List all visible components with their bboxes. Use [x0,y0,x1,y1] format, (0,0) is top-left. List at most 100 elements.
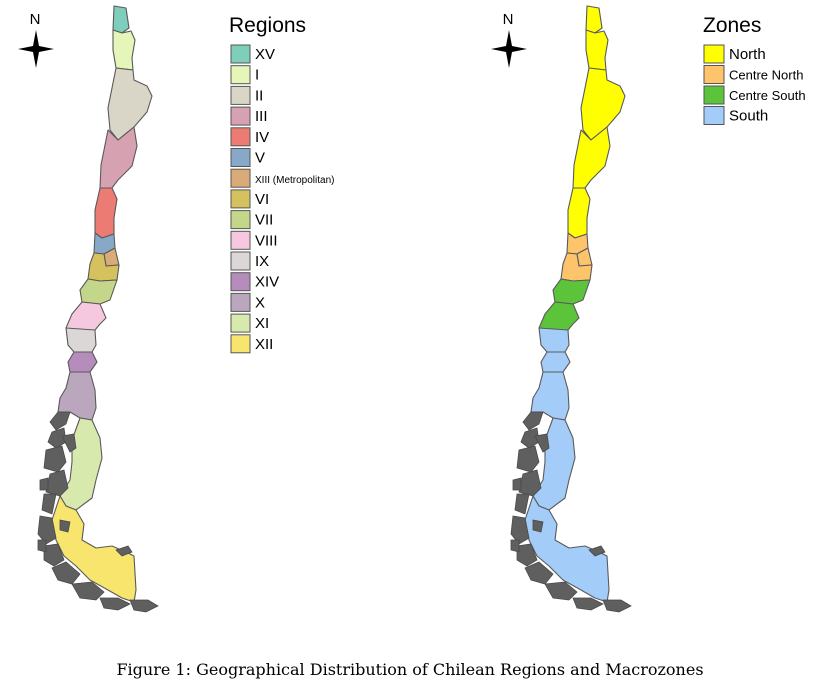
zone-polygon [538,301,580,333]
legend-region-label: VI [255,191,269,208]
island-shape [516,543,538,567]
legend-region-swatch [230,44,251,64]
legend-zone-swatch [703,106,725,125]
region-polygon [51,495,137,603]
island-shape [39,477,49,491]
north-letter-left: N [30,11,41,28]
legend-region-swatch [230,272,251,292]
legend-region-label: IX [255,253,269,270]
region-polygon [67,351,98,373]
legend-region-swatch [230,334,251,354]
north-arrow-right: N [491,11,527,68]
legend-region-label: III [255,108,268,125]
legend-region-swatch [230,210,251,230]
zone-polygon [524,495,610,603]
legend-region-swatch [230,230,251,250]
island-shape [588,545,606,557]
legend-zone-label: Centre North [729,68,803,83]
zone-polygon [572,126,611,189]
zone-polygon [540,351,571,373]
island-shape [572,597,604,611]
legend-region-label: V [255,150,265,167]
legend-zone-label: North [729,46,766,63]
zone-polygon [585,5,603,34]
zone-polygon [532,417,576,511]
island-shape [510,515,530,545]
right-map-zones [510,5,632,613]
legend-region-swatch [230,251,251,271]
legend-region-label: II [255,87,263,104]
region-polygon [112,5,130,34]
island-shape [51,561,81,585]
island-shape [61,433,77,453]
island-shape [532,519,544,533]
island-shape [512,477,522,491]
legend-zone-label: South [729,108,768,125]
island-shape [59,519,71,533]
compass-rose-icon [491,30,527,68]
legend-title-regions: Regions [229,14,306,37]
island-shape [47,427,67,449]
legend-region-swatch [230,106,251,126]
island-shape [524,561,554,585]
legend-region-swatch [230,127,251,147]
zone-polygon [538,327,570,353]
zone-polygon [585,29,609,71]
region-polygon [59,417,103,511]
island-shape [520,427,540,449]
legend-region-label: VII [255,212,273,229]
island-shape [49,411,71,431]
legend-region-swatch [230,85,251,105]
island-shape [516,445,540,473]
zone-polygon [580,67,626,141]
legend-region-label: XIII (Metropolitan) [255,175,334,186]
island-shape [534,433,550,453]
island-shape [602,599,632,613]
legend-zones: Zones North Centre North Centre South South [703,14,806,125]
legend-region-swatch [230,168,251,188]
island-shape [37,539,47,553]
zone-polygon [552,278,591,305]
legend-region-swatch [230,65,251,85]
region-polygon [94,187,118,239]
legend-zone-label: Centre South [729,88,806,103]
island-shape [129,599,159,613]
island-shape [522,411,544,431]
figure-caption: Figure 1: Geographical Distribution of C… [116,660,704,679]
island-shape [41,493,57,515]
region-polygon [99,126,138,189]
legend-region-label: I [255,67,259,84]
north-arrow-left: N [18,11,54,68]
legend-zone-swatch [703,65,725,84]
region-polygon [65,301,107,333]
north-letter-right: N [503,11,514,28]
legend-region-label: XI [255,315,269,332]
region-polygon [79,278,118,305]
legend-zone-swatch [703,44,725,64]
legend-region-swatch [230,148,251,167]
island-shape [37,515,57,545]
legend-region-swatch [230,189,251,209]
island-shape [115,545,133,557]
island-shape [43,445,67,473]
island-shape [43,543,65,567]
legend-zone-swatch [703,85,725,105]
legend-region-label: IV [255,129,269,146]
legend-title-zones: Zones [703,14,761,37]
island-shape [544,581,578,601]
compass-rose-icon [18,30,54,68]
legend-region-label: XIV [255,274,279,291]
region-polygon [107,67,153,141]
legend-region-swatch [230,292,251,312]
legend-region-label: VIII [255,232,278,249]
zone-polygon [567,187,591,239]
legend-region-label: X [255,294,265,311]
region-polygon [65,327,97,353]
island-shape [71,581,105,601]
region-polygon [112,29,136,71]
legend-region-swatch [230,313,251,333]
island-shape [510,539,520,553]
island-shape [514,493,530,515]
